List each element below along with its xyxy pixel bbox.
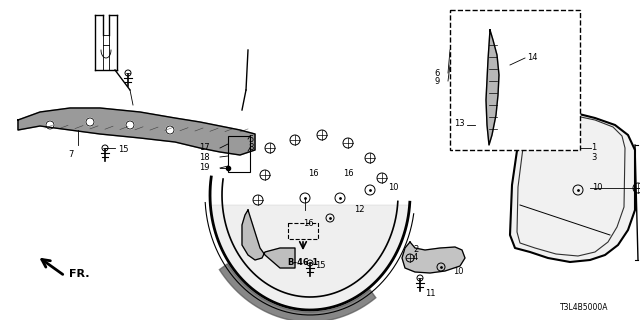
Text: 15: 15	[315, 260, 326, 269]
Text: 10: 10	[592, 183, 602, 193]
Text: 6: 6	[435, 68, 440, 77]
Polygon shape	[210, 177, 410, 310]
Text: 16: 16	[343, 169, 354, 178]
Text: 18: 18	[200, 153, 210, 162]
Circle shape	[166, 126, 174, 134]
Bar	[288, 223, 318, 239]
Text: 9: 9	[435, 76, 440, 85]
Polygon shape	[220, 264, 376, 320]
Circle shape	[46, 121, 54, 129]
Circle shape	[126, 121, 134, 129]
Polygon shape	[242, 210, 295, 268]
Text: 4: 4	[413, 253, 419, 262]
Text: 10: 10	[453, 268, 463, 276]
Text: 2: 2	[413, 244, 419, 253]
Polygon shape	[510, 112, 635, 262]
Text: 15: 15	[118, 146, 129, 155]
Text: 8: 8	[248, 143, 253, 153]
Text: 19: 19	[200, 164, 210, 172]
Text: B-46-1: B-46-1	[287, 258, 319, 267]
Text: FR.: FR.	[69, 269, 90, 279]
Polygon shape	[402, 242, 465, 273]
Polygon shape	[486, 30, 499, 145]
Bar	[450, 10, 580, 150]
Bar	[228, 136, 250, 172]
Text: 16: 16	[303, 220, 314, 228]
Text: 5: 5	[248, 134, 253, 143]
Text: 3: 3	[591, 154, 596, 163]
Polygon shape	[18, 108, 255, 155]
Text: 16: 16	[308, 169, 319, 178]
Text: 1: 1	[591, 143, 596, 153]
Text: 10: 10	[388, 183, 399, 193]
Text: T3L4B5000A: T3L4B5000A	[560, 303, 609, 312]
Text: 11: 11	[425, 289, 435, 298]
Text: 17: 17	[200, 143, 210, 153]
Circle shape	[86, 118, 94, 126]
Text: 13: 13	[454, 118, 465, 127]
Text: 12: 12	[354, 205, 365, 214]
Text: 14: 14	[527, 52, 538, 61]
Text: 7: 7	[68, 150, 74, 159]
